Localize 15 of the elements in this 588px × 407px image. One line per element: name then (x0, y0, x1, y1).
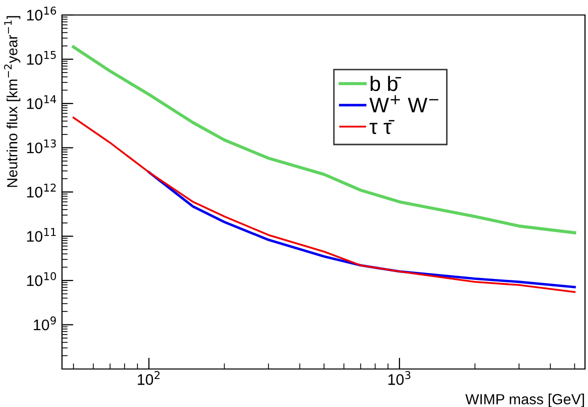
y-tick-label: 10$^{10}$ (27, 272, 56, 286)
y-tick-label: 10$^{14}$ (27, 95, 56, 110)
legend-label: τ τ̄ (370, 120, 394, 134)
y-tick-label: 10$^{15}$ (27, 51, 56, 65)
y-tick-label: 10$^{11}$ (27, 228, 56, 242)
legend-label: b b̄ (370, 76, 402, 92)
x-tick-label: 10$^{3}$ (388, 371, 410, 385)
y-tick-label: 10$^{9}$ (34, 316, 56, 330)
y-axis-title: Neutrino flux [km$^{−2}$year$^{−1}$] (4, 16, 20, 187)
y-tick-label: 10$^{16}$ (27, 6, 56, 21)
x-tick-label: 10$^{2}$ (138, 371, 160, 385)
y-tick-label: 10$^{12}$ (27, 184, 56, 198)
legend-label: W$^{+}$ W$^{−}$ (369, 95, 438, 112)
x-axis-title: WIMP mass [GeV] (465, 394, 584, 407)
y-tick-label: 10$^{13}$ (27, 139, 56, 154)
